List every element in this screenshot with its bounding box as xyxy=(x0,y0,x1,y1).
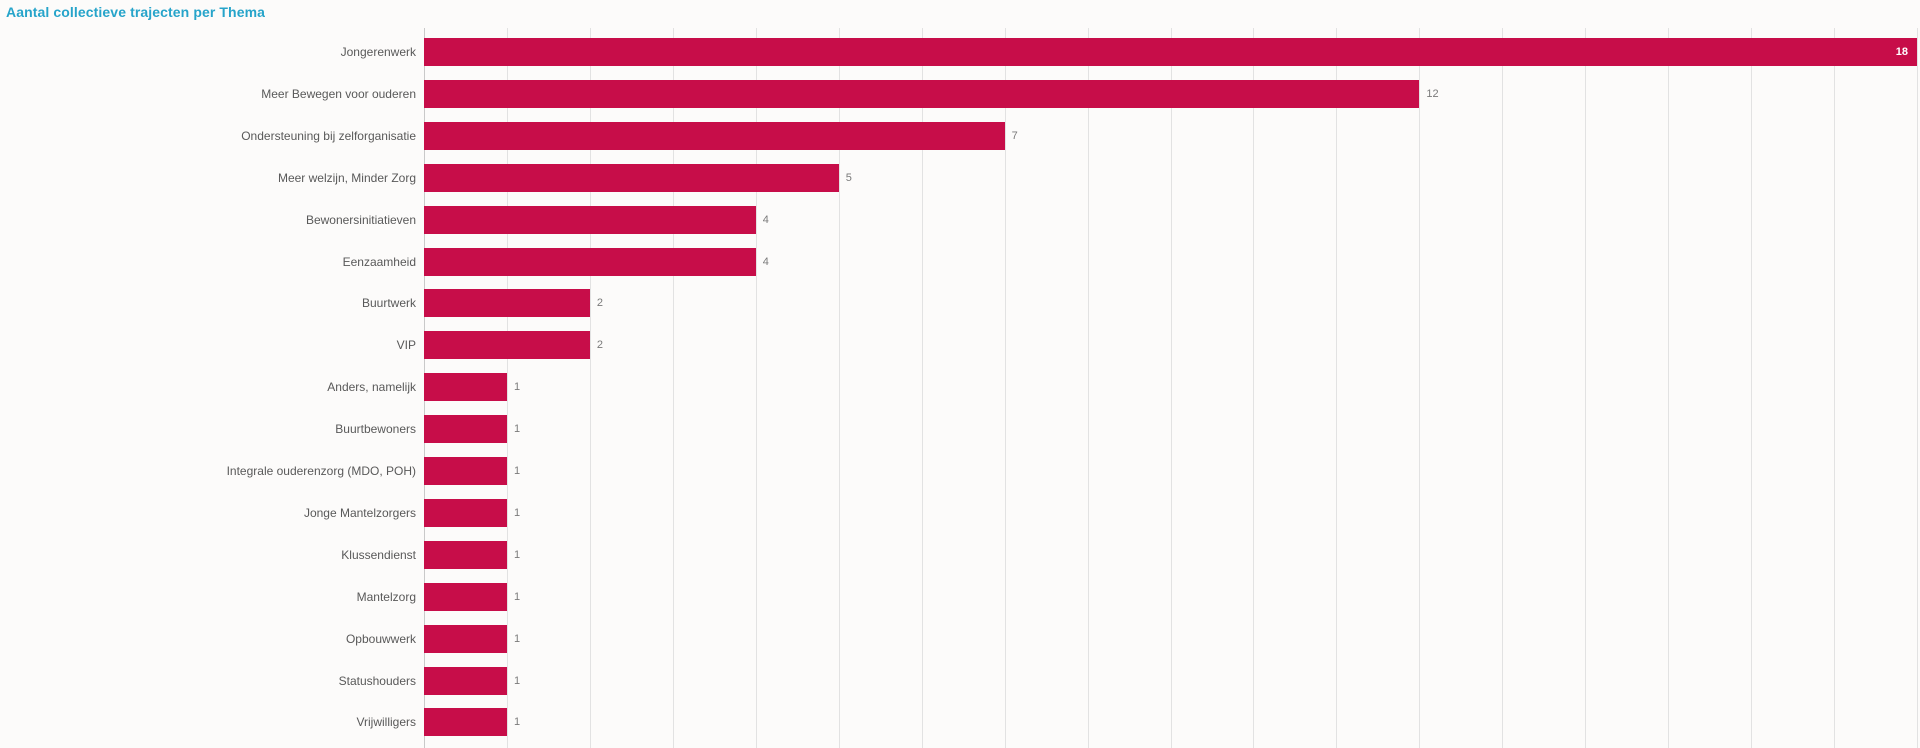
bar[interactable] xyxy=(424,247,756,276)
chart-title: Aantal collectieve trajecten per Thema xyxy=(6,4,266,20)
gridline xyxy=(1170,28,1172,748)
plot-area: Jongerenwerk 18 Meer Bewegen voor oudere… xyxy=(0,28,1920,748)
bar[interactable] xyxy=(424,289,590,318)
bar-row: Anders, namelijk 1 xyxy=(0,373,1920,402)
bar-row: Buurtbewoners 1 xyxy=(0,415,1920,444)
gridline xyxy=(1502,28,1504,748)
category-label[interactable]: Integrale ouderenzorg (MDO, POH) xyxy=(226,464,416,478)
gridline xyxy=(1668,28,1670,748)
bar[interactable] xyxy=(424,498,507,527)
category-label[interactable]: VIP xyxy=(396,338,416,353)
bar-row: Integrale ouderenzorg (MDO, POH) 1 xyxy=(0,457,1920,485)
value-label: 18 xyxy=(1895,46,1908,58)
bar-row: VIP 2 xyxy=(0,331,1920,360)
gridline xyxy=(506,28,508,748)
bar[interactable] xyxy=(424,540,507,569)
bar-row: Bewonersinitiatieven 4 xyxy=(0,205,1920,234)
value-label: 1 xyxy=(513,674,521,687)
value-label: 1 xyxy=(513,632,521,645)
value-label: 1 xyxy=(513,381,521,394)
bar[interactable] xyxy=(424,121,1005,150)
value-label: 1 xyxy=(513,506,521,519)
bar-row: Meer welzijn, Minder Zorg 5 xyxy=(0,163,1920,192)
value-label: 1 xyxy=(513,716,521,729)
value-label: 5 xyxy=(845,171,852,184)
value-label: 2 xyxy=(596,297,603,310)
category-label[interactable]: Vrijwilligers xyxy=(356,715,416,730)
value-label: 4 xyxy=(762,255,769,268)
bar-row: Jongerenwerk 18 xyxy=(0,38,1920,66)
value-label: 1 xyxy=(513,423,521,436)
gridline xyxy=(1253,28,1255,748)
bar-row: Meer Bewegen voor ouderen 12 xyxy=(0,79,1920,108)
gridline xyxy=(1585,28,1587,748)
category-label[interactable]: Meer welzijn, Minder Zorg xyxy=(277,170,416,185)
value-label: 12 xyxy=(1426,87,1439,100)
category-label[interactable]: Statushouders xyxy=(338,673,416,688)
bar-row: Eenzaamheid 4 xyxy=(0,247,1920,276)
category-label[interactable]: Opbouwwerk xyxy=(345,631,416,646)
gridline xyxy=(589,28,591,748)
bar[interactable] xyxy=(424,708,507,737)
bar-row: Ondersteuning bij zelforganisatie 7 xyxy=(0,121,1920,150)
bar-row: Vrijwilligers 1 xyxy=(0,708,1920,737)
bar-row: Klussendienst 1 xyxy=(0,540,1920,569)
bar[interactable] xyxy=(424,457,507,485)
bar[interactable] xyxy=(424,582,507,611)
gridline xyxy=(1834,28,1836,748)
bar[interactable] xyxy=(424,163,839,192)
gridline xyxy=(921,28,923,748)
bar[interactable] xyxy=(424,373,507,402)
value-label: 7 xyxy=(1011,129,1018,142)
bar-row: Mantelzorg 1 xyxy=(0,582,1920,611)
gridline xyxy=(755,28,757,748)
gridline xyxy=(1917,28,1918,748)
category-label[interactable]: Jongerenwerk xyxy=(340,45,416,59)
gridline xyxy=(1751,28,1753,748)
gridline xyxy=(1004,28,1006,748)
bar-row: Statushouders 1 xyxy=(0,666,1920,695)
bar[interactable] xyxy=(424,666,507,695)
category-label[interactable]: Buurtbewoners xyxy=(335,422,416,437)
gridline xyxy=(1336,28,1338,748)
value-label: 2 xyxy=(596,339,603,352)
gridline xyxy=(1087,28,1089,748)
gridline xyxy=(1419,28,1421,748)
value-label: 1 xyxy=(513,548,521,561)
category-label[interactable]: Bewonersinitiatieven xyxy=(305,212,416,227)
category-label[interactable]: Anders, namelijk xyxy=(327,380,416,395)
bar[interactable] xyxy=(424,624,507,653)
value-label: 4 xyxy=(762,213,769,226)
bar[interactable] xyxy=(424,415,507,444)
gridline xyxy=(838,28,840,748)
category-label[interactable]: Ondersteuning bij zelforganisatie xyxy=(241,128,416,143)
bar[interactable] xyxy=(424,79,1420,108)
bar-row: Buurtwerk 2 xyxy=(0,289,1920,318)
bar[interactable] xyxy=(424,38,1917,66)
category-label[interactable]: Meer Bewegen voor ouderen xyxy=(261,86,416,101)
gridline xyxy=(672,28,674,748)
category-label[interactable]: Buurtwerk xyxy=(361,296,416,311)
bar[interactable] xyxy=(424,205,756,234)
category-label[interactable]: Jonge Mantelzorgers xyxy=(303,505,416,520)
category-label[interactable]: Mantelzorg xyxy=(356,589,416,604)
bar-row: Opbouwwerk 1 xyxy=(0,624,1920,653)
bar-row: Jonge Mantelzorgers 1 xyxy=(0,498,1920,527)
category-label[interactable]: Klussendienst xyxy=(341,547,416,562)
category-label[interactable]: Eenzaamheid xyxy=(342,254,416,269)
bar[interactable] xyxy=(424,331,590,360)
value-label: 1 xyxy=(513,465,521,477)
value-label: 1 xyxy=(513,590,521,603)
